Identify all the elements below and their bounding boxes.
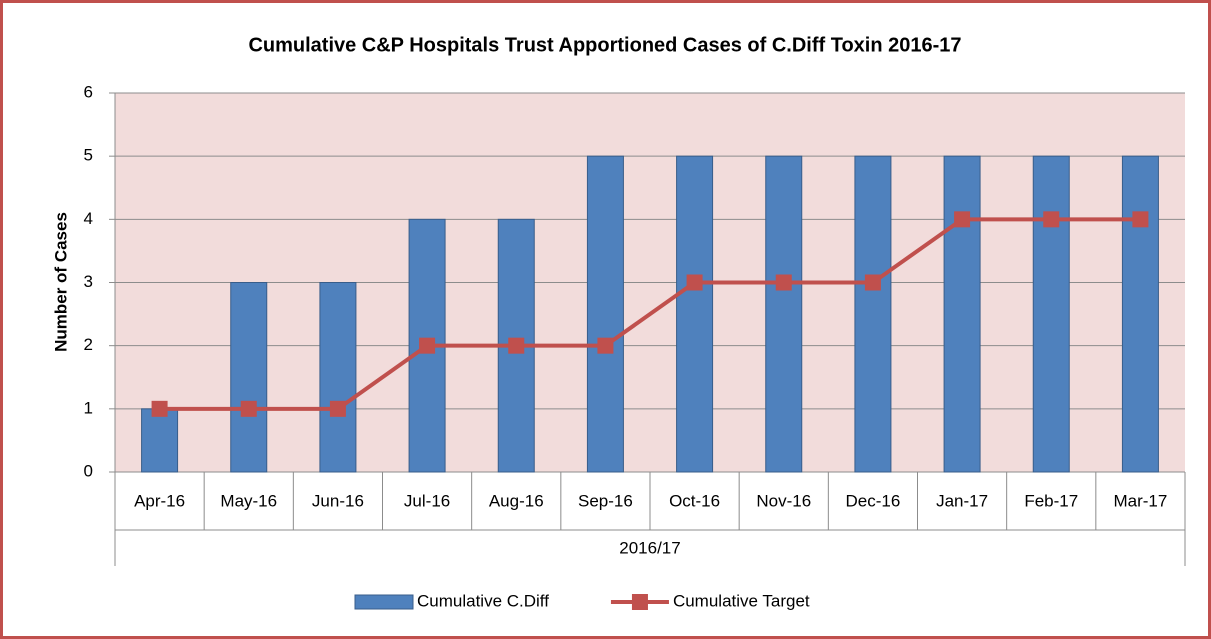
- x-group-label: 2016/17: [619, 538, 680, 557]
- x-tick-label: Dec-16: [846, 491, 901, 510]
- bar: [765, 155, 803, 473]
- y-tick-label: 4: [84, 209, 93, 228]
- bar: [586, 155, 624, 473]
- chart-title: Cumulative C&P Hospitals Trust Apportion…: [248, 34, 961, 56]
- marker: [1132, 211, 1149, 228]
- marker: [419, 337, 436, 354]
- y-tick-label: 0: [84, 461, 93, 480]
- x-tick-label: Feb-17: [1024, 491, 1078, 510]
- x-tick-label: Nov-16: [756, 491, 811, 510]
- bar: [1032, 155, 1070, 473]
- legend-swatch: [631, 594, 648, 610]
- y-tick-label: 3: [84, 272, 93, 291]
- x-tick-label: Jun-16: [312, 491, 364, 510]
- x-tick-label: Oct-16: [669, 491, 720, 510]
- bar: [1121, 155, 1159, 473]
- marker: [1043, 211, 1060, 228]
- marker: [597, 337, 614, 354]
- x-tick-label: Jan-17: [936, 491, 988, 510]
- marker: [775, 274, 792, 291]
- x-tick-label: Apr-16: [134, 491, 185, 510]
- x-tick-label: Aug-16: [489, 491, 544, 510]
- marker: [240, 400, 257, 417]
- y-tick-label: 6: [84, 82, 93, 101]
- legend-label: Cumulative Target: [673, 591, 810, 610]
- marker: [151, 400, 168, 417]
- bar: [943, 155, 981, 473]
- bar: [676, 155, 714, 473]
- marker: [508, 337, 525, 354]
- marker: [864, 274, 881, 291]
- legend-label: Cumulative C.Diff: [417, 591, 549, 610]
- marker: [329, 400, 346, 417]
- line: [159, 217, 1141, 411]
- x-tick-label: Jul-16: [404, 491, 450, 510]
- x-tick-label: May-16: [220, 491, 277, 510]
- y-axis-title: Number of Cases: [51, 212, 70, 352]
- marker: [954, 211, 971, 228]
- bar: [141, 408, 179, 473]
- bar: [319, 282, 357, 473]
- y-tick-label: 2: [84, 335, 93, 354]
- marker: [686, 274, 703, 291]
- x-tick-label: Mar-17: [1113, 491, 1167, 510]
- bar: [230, 282, 268, 473]
- x-tick-label: Sep-16: [578, 491, 633, 510]
- legend-swatch: [354, 594, 414, 610]
- y-tick-label: 1: [84, 398, 93, 417]
- y-tick-label: 5: [84, 146, 93, 165]
- bar: [854, 155, 892, 473]
